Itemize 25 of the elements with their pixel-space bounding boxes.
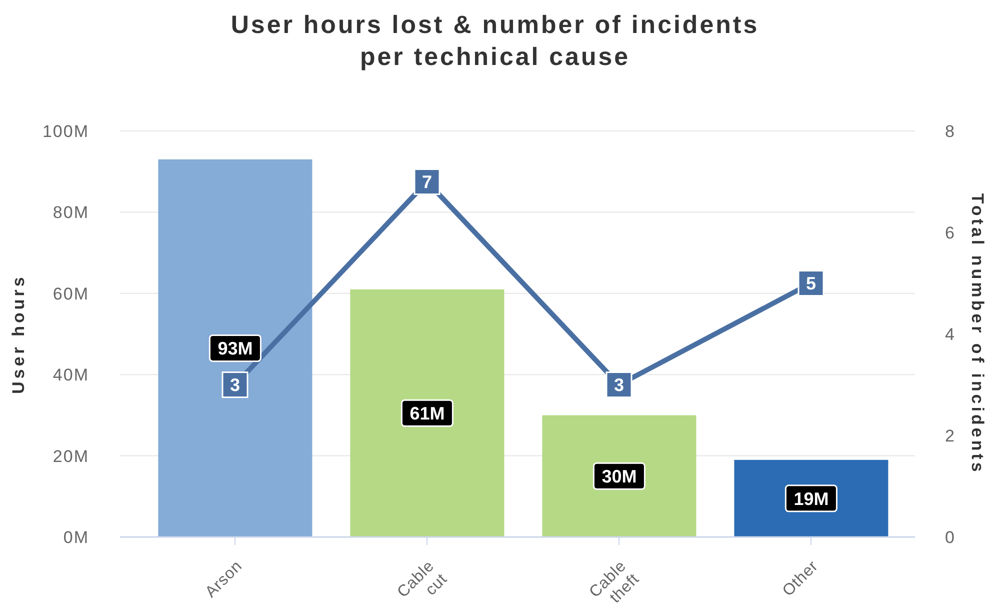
y2-tick-label: 8 [945, 122, 956, 142]
y2-tick-label: 0 [945, 528, 956, 548]
chart-title: User hours lost & number of incidents per technical cause [230, 10, 760, 73]
y-tick-label: 40M [52, 366, 89, 385]
bar [542, 415, 696, 537]
y-axis-title: User hours [9, 274, 28, 394]
data-label: 3 [614, 375, 624, 396]
y-tick-label: 60M [52, 284, 89, 304]
data-label: 61M [410, 404, 445, 424]
data-label: 7 [422, 172, 432, 192]
y2-tick-label: 4 [945, 325, 956, 344]
y-tick-label: 80M [52, 203, 89, 222]
y2-tick-label: 6 [945, 224, 956, 243]
data-label: 3 [230, 375, 240, 396]
data-label: 5 [806, 274, 816, 294]
bar [158, 159, 312, 537]
data-label: 19M [794, 488, 829, 509]
bar [350, 289, 504, 537]
y-tick-label: 0M [63, 528, 89, 548]
y2-axis-title: Total number of incidents [968, 193, 987, 475]
data-label: 93M [218, 338, 253, 359]
y2-tick-label: 2 [945, 426, 956, 446]
y-tick-label: 20M [52, 446, 89, 466]
data-label: 30M [602, 466, 637, 487]
y-tick-label: 100M [42, 122, 89, 142]
